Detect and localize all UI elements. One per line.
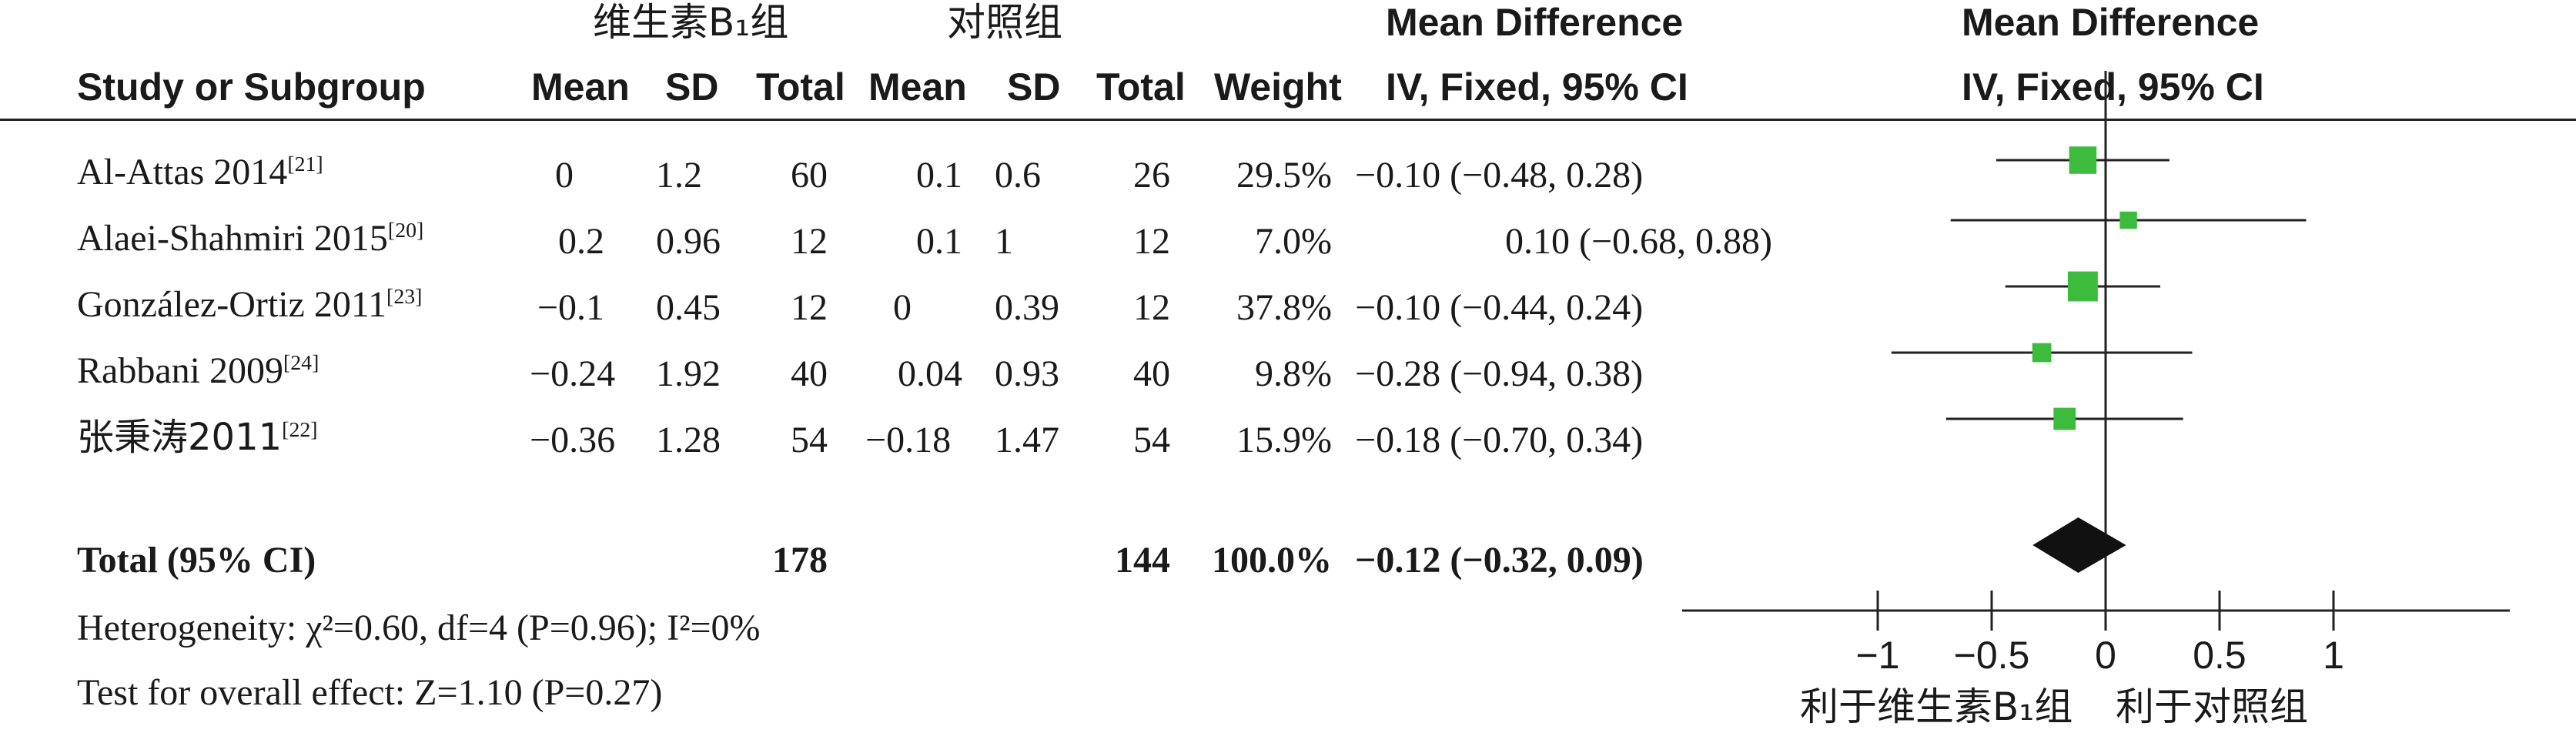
- treatment-total: 40: [791, 353, 828, 394]
- study-effect-marker: [2069, 146, 2097, 174]
- study-ref: [21]: [287, 152, 323, 176]
- weight: 29.5%: [1236, 155, 1332, 196]
- treatment-total: 12: [791, 221, 828, 262]
- treatment-sd: 1.2: [656, 155, 702, 196]
- treatment-sd: 1.92: [656, 353, 721, 394]
- control-total: 12: [1133, 287, 1170, 328]
- col-control-total: Total: [1096, 65, 1186, 109]
- col-study: Study or Subgroup: [77, 65, 426, 109]
- treatment-total: 60: [791, 155, 828, 196]
- total-control: 144: [1115, 540, 1170, 581]
- control-sd: 1.47: [995, 420, 1059, 460]
- mean-difference-ci: −0.18 (−0.70, 0.34): [1355, 420, 1644, 460]
- mean-difference-ci: −0.10 (−0.44, 0.24): [1355, 287, 1644, 328]
- control-mean: 0.1: [916, 221, 962, 262]
- x-axis-tick-label: −1: [1855, 634, 1899, 677]
- mean-difference-ci: −0.28 (−0.94, 0.38): [1355, 353, 1644, 394]
- treatment-mean: −0.36: [530, 420, 616, 460]
- study-ref: [23]: [386, 285, 423, 309]
- study-ref: [20]: [387, 219, 424, 243]
- treatment-sd: 1.28: [656, 420, 721, 460]
- treatment-total: 12: [791, 287, 828, 328]
- heterogeneity-text: Heterogeneity: χ²=0.60, df=4 (P=0.96); I…: [77, 607, 761, 648]
- treatment-mean: 0.2: [558, 221, 604, 262]
- col-control-sd: SD: [1007, 65, 1061, 109]
- pooled-effect-diamond: [2032, 517, 2126, 573]
- col-plot-ci: IV, Fixed, 95% CI: [1962, 65, 2264, 109]
- treatment-mean: −0.24: [530, 353, 616, 394]
- col-treatment-mean: Mean: [531, 65, 630, 109]
- control-sd: 0.93: [995, 353, 1059, 394]
- treatment-mean: 0: [555, 155, 574, 196]
- col-ci: IV, Fixed, 95% CI: [1386, 65, 1688, 109]
- mean-difference-header: Mean Difference: [1386, 1, 1684, 44]
- control-mean: 0: [893, 287, 912, 328]
- control-total: 54: [1133, 420, 1170, 460]
- favours-control-label: 利于对照组: [2116, 684, 2308, 729]
- total-ci: −0.12 (−0.32, 0.09): [1355, 540, 1644, 581]
- study-name: Rabbani 2009[24]: [77, 350, 319, 391]
- x-axis-tick-label: 0.5: [2193, 634, 2246, 677]
- study-name: 张秉涛2011[22]: [77, 416, 318, 459]
- weight: 37.8%: [1236, 287, 1332, 328]
- study-name: González-Ortiz 2011[23]: [77, 284, 423, 325]
- total-treatment: 178: [772, 540, 828, 581]
- study-ref: [22]: [282, 418, 318, 442]
- control-total: 26: [1133, 155, 1170, 196]
- x-axis-tick-label: −0.5: [1954, 634, 2030, 677]
- treatment-group-header: 维生素B₁组: [593, 0, 789, 45]
- col-weight: Weight: [1214, 65, 1342, 109]
- study-effect-marker: [2119, 211, 2137, 229]
- x-axis-tick-label: 1: [2323, 634, 2344, 677]
- col-control-mean: Mean: [868, 65, 967, 109]
- control-mean: 0.1: [916, 155, 962, 196]
- control-sd: 0.6: [995, 155, 1041, 196]
- total-label: Total (95% CI): [77, 540, 316, 581]
- weight: 15.9%: [1236, 420, 1332, 460]
- treatment-mean: −0.1: [537, 287, 604, 328]
- control-mean: 0.04: [898, 353, 962, 394]
- study-effect-marker: [2053, 407, 2076, 430]
- study-ref: [24]: [283, 351, 319, 375]
- x-axis-tick-label: 0: [2095, 634, 2116, 677]
- total-weight: 100.0%: [1212, 540, 1332, 581]
- control-mean: −0.18: [865, 420, 952, 460]
- control-sd: 0.39: [995, 287, 1059, 328]
- treatment-sd: 0.45: [656, 287, 721, 328]
- col-treatment-total: Total: [756, 65, 845, 109]
- study-effect-marker: [2032, 343, 2052, 363]
- treatment-total: 54: [791, 420, 828, 460]
- weight: 7.0%: [1255, 221, 1332, 262]
- favours-treatment-label: 利于维生素B₁组: [1800, 684, 2073, 729]
- study-name: Alaei-Shahmiri 2015[20]: [77, 218, 424, 259]
- overall-effect-text: Test for overall effect: Z=1.10 (P=0.27): [77, 672, 663, 713]
- weight: 9.8%: [1255, 353, 1332, 394]
- study-name: Al-Attas 2014[21]: [77, 152, 323, 192]
- mean-difference-ci: −0.10 (−0.48, 0.28): [1355, 155, 1644, 196]
- control-group-header: 对照组: [947, 0, 1062, 45]
- plot-mean-difference-header: Mean Difference: [1962, 1, 2260, 44]
- control-total: 12: [1133, 221, 1170, 262]
- control-total: 40: [1133, 353, 1170, 394]
- control-sd: 1: [995, 221, 1013, 262]
- col-treatment-sd: SD: [665, 65, 719, 109]
- treatment-sd: 0.96: [656, 221, 721, 262]
- study-effect-marker: [2067, 271, 2098, 302]
- header-rule: [0, 119, 2576, 121]
